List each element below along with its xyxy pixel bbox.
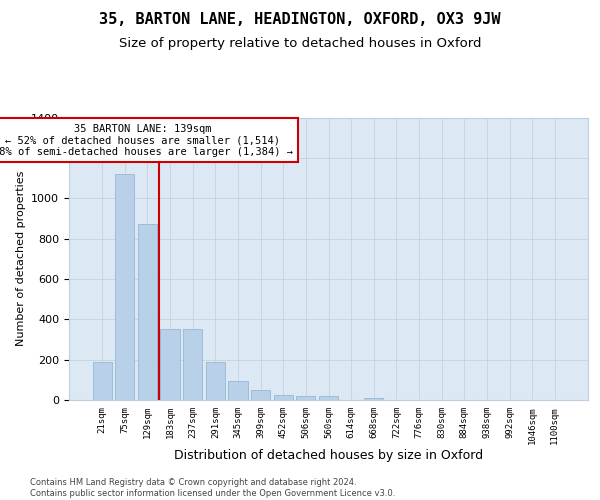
Bar [92,362,112,400]
X-axis label: Distribution of detached houses by size in Oxford: Distribution of detached houses by size … [174,450,483,462]
Y-axis label: Number of detached properties: Number of detached properties [16,171,26,346]
Bar [115,174,134,400]
Text: 35, BARTON LANE, HEADINGTON, OXFORD, OX3 9JW: 35, BARTON LANE, HEADINGTON, OXFORD, OX3… [99,12,501,28]
Text: Contains HM Land Registry data © Crown copyright and database right 2024.
Contai: Contains HM Land Registry data © Crown c… [30,478,395,498]
Bar [206,362,225,400]
Bar [251,390,270,400]
Text: Size of property relative to detached houses in Oxford: Size of property relative to detached ho… [119,38,481,51]
Bar [138,224,157,400]
Bar [296,396,316,400]
Text: 35 BARTON LANE: 139sqm
← 52% of detached houses are smaller (1,514)
48% of semi-: 35 BARTON LANE: 139sqm ← 52% of detached… [0,124,293,157]
Bar [319,396,338,400]
Bar [229,381,248,400]
Bar [183,330,202,400]
Bar [274,395,293,400]
Bar [160,330,180,400]
Bar [364,398,383,400]
